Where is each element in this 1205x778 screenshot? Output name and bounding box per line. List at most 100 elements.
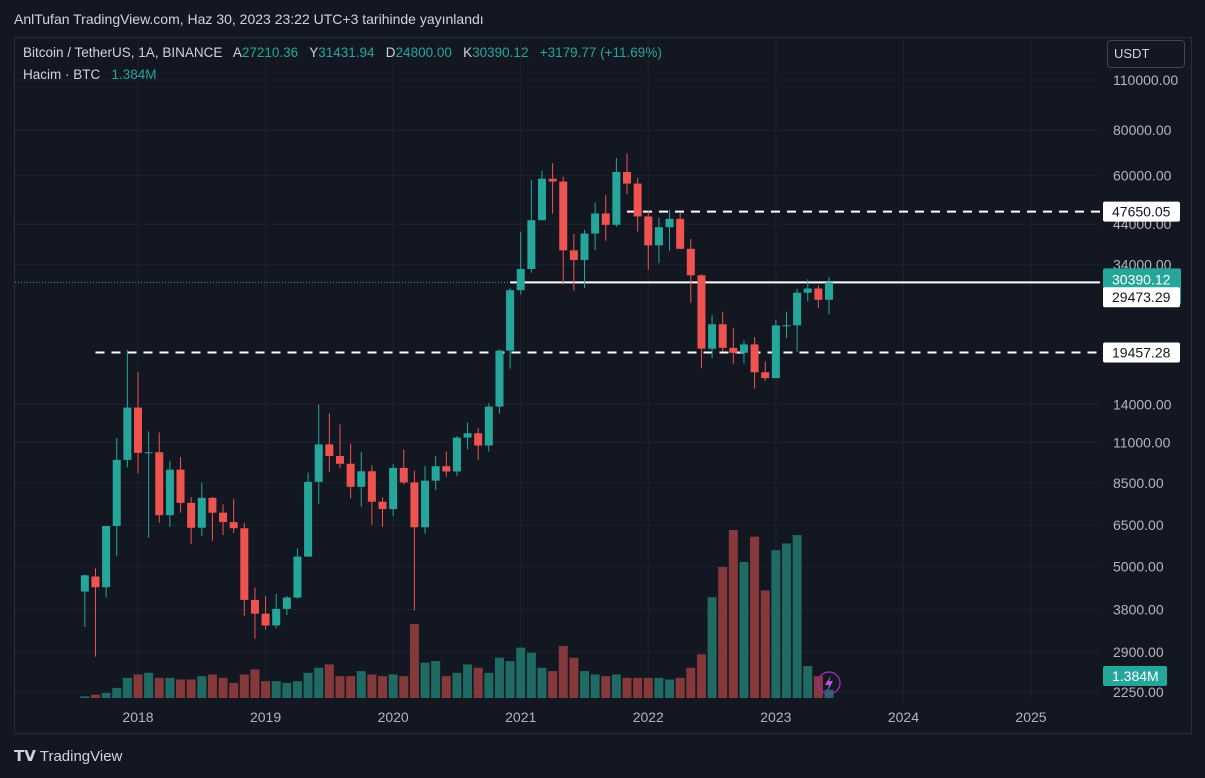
symbol-legend: Bitcoin / TetherUS, 1A, BINANCE A27210.3… xyxy=(23,45,662,60)
candle-body xyxy=(134,407,142,453)
candle-body xyxy=(718,324,727,348)
price-tick-label: 6500.00 xyxy=(1113,517,1164,533)
volume-bar xyxy=(239,674,249,698)
time-axis: 2018 2019 2020 2021 2022 2023 2024 2025 xyxy=(122,709,1046,725)
candle-body xyxy=(654,227,663,246)
horizontal-levels xyxy=(15,210,1100,354)
candle-body xyxy=(580,233,589,260)
volume-bar xyxy=(388,674,398,698)
volume-bar xyxy=(463,664,473,698)
volume-bar xyxy=(399,676,409,698)
candle-body xyxy=(591,213,600,234)
candle-body xyxy=(463,433,472,438)
candle-body xyxy=(474,433,483,446)
symbol-name: Bitcoin / TetherUS, 1A, BINANCE xyxy=(23,45,223,60)
candle-body xyxy=(676,218,685,249)
candles xyxy=(80,153,834,657)
candle-body xyxy=(612,172,621,225)
candle-body xyxy=(208,497,217,513)
candle-body xyxy=(325,444,334,456)
candle-body xyxy=(825,282,834,300)
price-tick-label: 3800.00 xyxy=(1113,602,1164,618)
price-tick-label: 2250.00 xyxy=(1113,684,1164,700)
volume-label: Hacim · BTC xyxy=(23,67,101,82)
candle-body xyxy=(452,437,461,472)
volume-bars xyxy=(80,530,834,698)
candle-body xyxy=(633,183,642,217)
grid xyxy=(15,38,1100,700)
volume-bar xyxy=(431,661,441,698)
volume-bar xyxy=(569,657,579,698)
volume-bar xyxy=(229,682,239,698)
time-tick-label: 2023 xyxy=(760,709,791,725)
price-tick-label: 5000.00 xyxy=(1113,558,1164,574)
candle-body xyxy=(367,471,376,502)
candle-body xyxy=(421,480,430,528)
last-price-label: 30390.12 xyxy=(1112,271,1171,287)
candle-body xyxy=(229,522,238,529)
volume-bar xyxy=(484,672,494,698)
volume-bar xyxy=(144,672,154,698)
volume-bar xyxy=(133,674,143,698)
volume-bar xyxy=(601,676,611,698)
volume-bar xyxy=(335,676,345,698)
candle-body xyxy=(261,613,270,626)
level-badge xyxy=(1103,287,1180,308)
level-label: 47650.05 xyxy=(1112,204,1171,220)
candle-body xyxy=(697,275,706,349)
volume-bar xyxy=(803,666,813,698)
volume-bar xyxy=(207,674,217,698)
candle-body xyxy=(729,347,738,353)
chart-panel[interactable] xyxy=(14,37,1192,734)
time-tick-label: 2024 xyxy=(888,709,919,725)
volume-bar xyxy=(367,674,377,698)
candle-body xyxy=(91,576,100,588)
price-tick-label: 80000.00 xyxy=(1113,122,1172,138)
candle-body xyxy=(176,469,185,503)
candle-body xyxy=(782,325,791,327)
volume-badge xyxy=(1103,666,1167,686)
volume-bar xyxy=(494,657,504,698)
candle-body xyxy=(708,324,717,349)
volume-bar xyxy=(728,530,738,698)
open-value: 27210.36 xyxy=(241,45,299,60)
volume-bar xyxy=(314,667,324,698)
low-value: 24800.00 xyxy=(395,45,452,60)
volume-bar xyxy=(622,677,632,698)
candle-body xyxy=(506,290,515,351)
volume-bar xyxy=(739,561,749,698)
candle-body xyxy=(442,466,451,472)
candle-body xyxy=(559,181,568,251)
volume-bar xyxy=(356,671,366,698)
high-value: 31431.94 xyxy=(318,45,375,60)
price-tick-label: 2900.00 xyxy=(1113,644,1164,660)
volume-bar xyxy=(101,692,111,698)
volume-bar xyxy=(548,671,558,698)
candle-body xyxy=(155,452,164,516)
price-tick-label: 14000.00 xyxy=(1113,396,1172,412)
volume-bar xyxy=(707,597,717,698)
level-label: 29473.29 xyxy=(1112,289,1171,305)
volume-bar xyxy=(526,652,536,698)
volume-bar xyxy=(346,676,356,698)
volume-bar xyxy=(122,677,132,698)
volume-bar xyxy=(537,667,547,698)
candle-body xyxy=(537,178,546,221)
volume-bar xyxy=(590,674,600,698)
candle-body xyxy=(793,292,802,326)
currency-button[interactable]: USDT xyxy=(1107,40,1185,68)
time-tick-label: 2020 xyxy=(378,709,409,725)
tradingview-brand[interactable]: 𝗧𝗩 TradingView xyxy=(14,748,123,765)
volume-bar xyxy=(781,543,791,698)
volume-bar xyxy=(665,679,675,698)
candle-body xyxy=(495,350,504,407)
candle-body xyxy=(761,372,770,379)
candle-body xyxy=(197,497,206,528)
volume-bar xyxy=(675,677,685,698)
candle-body xyxy=(644,216,653,246)
candle-body xyxy=(410,482,419,528)
volume-bar xyxy=(154,677,164,698)
candle-body xyxy=(686,248,695,276)
candle-body xyxy=(272,608,281,626)
